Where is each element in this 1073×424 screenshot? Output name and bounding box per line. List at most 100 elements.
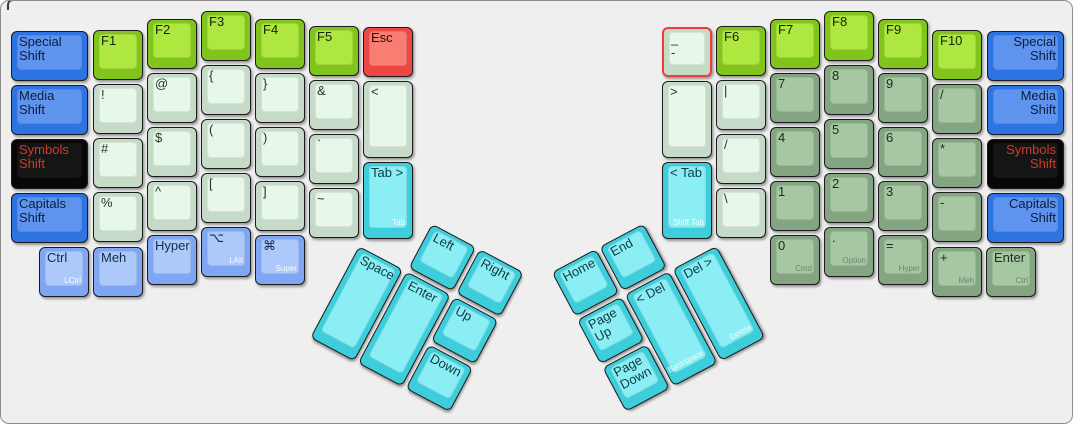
key-pipe[interactable]: |: [716, 80, 766, 130]
key-super[interactable]: ⌘ Super: [255, 235, 305, 285]
key-label: @: [155, 76, 169, 91]
keycap-surface: [884, 23, 922, 58]
key-paren-open[interactable]: (: [201, 119, 251, 169]
key-f3[interactable]: F3: [201, 11, 251, 61]
key-underscore-hyphen[interactable]: _ -: [662, 27, 712, 77]
key-num-9[interactable]: 9: [878, 73, 928, 123]
key-greater-than[interactable]: >: [662, 81, 712, 158]
key-exclamation[interactable]: !: [93, 84, 143, 134]
key-shift-tab[interactable]: < Tab Shift Tab: [662, 162, 712, 239]
key-paren-close[interactable]: ): [255, 127, 305, 177]
keycap-surface: [938, 142, 976, 177]
canvas-corner-notch: [7, 1, 21, 10]
keycap-surface: [153, 239, 191, 274]
key-capitals-shift-left[interactable]: Capitals Shift: [11, 193, 88, 243]
key-label: $: [155, 130, 163, 145]
key-label: Symbols Shift: [1006, 142, 1056, 172]
key-label: /: [724, 137, 728, 152]
key-media-shift-left[interactable]: Media Shift: [11, 85, 88, 135]
key-f1[interactable]: F1: [93, 30, 143, 80]
key-label: F4: [263, 22, 279, 37]
key-label: F10: [940, 33, 963, 48]
key-f6[interactable]: F6: [716, 26, 766, 76]
key-symbols-shift-right[interactable]: Symbols Shift: [987, 139, 1064, 189]
key-tab[interactable]: Tab > Tab: [363, 162, 413, 239]
key-backtick[interactable]: `: [309, 134, 359, 184]
key-brace-open[interactable]: {: [201, 65, 251, 115]
keycap-surface: [261, 23, 299, 58]
keycap-surface: [17, 197, 82, 232]
key-at-sign[interactable]: @: [147, 73, 197, 123]
key-label: F7: [778, 22, 794, 37]
key-label: `: [317, 137, 322, 152]
keycap-surface: [722, 30, 760, 65]
key-backslash[interactable]: \: [716, 188, 766, 238]
key-f5[interactable]: F5: [309, 26, 359, 76]
keycap-surface: [993, 143, 1058, 178]
key-label: 1: [778, 184, 786, 199]
key-asterisk[interactable]: *: [932, 138, 982, 188]
key-f9[interactable]: F9: [878, 19, 928, 69]
key-period[interactable]: . Option: [824, 227, 874, 277]
key-equals[interactable]: = Hyper: [878, 235, 928, 285]
key-lalt[interactable]: ⌥ LAlt: [201, 227, 251, 277]
key-ampersand[interactable]: &: [309, 80, 359, 130]
key-num-0[interactable]: 0 Cmd: [770, 235, 820, 285]
key-label: F6: [724, 29, 740, 44]
key-f8[interactable]: F8: [824, 11, 874, 61]
key-num-6[interactable]: 6: [878, 127, 928, 177]
keycap-surface: [830, 123, 868, 158]
key-percent[interactable]: %: [93, 192, 143, 242]
key-num-2[interactable]: 2: [824, 173, 874, 223]
key-label: 7: [778, 76, 786, 91]
keycap-surface: [99, 142, 137, 177]
key-label: &: [317, 83, 326, 98]
key-plus[interactable]: + Meh: [932, 247, 982, 297]
keycap-surface: [938, 88, 976, 123]
key-num-3[interactable]: 3: [878, 181, 928, 231]
keycap-surface: [668, 166, 706, 228]
key-slash-left[interactable]: /: [716, 134, 766, 184]
key-capitals-shift-right[interactable]: Capitals Shift: [987, 193, 1064, 243]
key-num-4[interactable]: 4: [770, 127, 820, 177]
key-tilde[interactable]: ~: [309, 188, 359, 238]
key-bracket-open[interactable]: [: [201, 173, 251, 223]
key-num-7[interactable]: 7: [770, 73, 820, 123]
key-f7[interactable]: F7: [770, 19, 820, 69]
key-special-shift-left[interactable]: Special Shift: [11, 31, 88, 81]
key-num-5[interactable]: 5: [824, 119, 874, 169]
key-slash-right[interactable]: /: [932, 84, 982, 134]
key-num-8[interactable]: 8: [824, 65, 874, 115]
key-special-shift-right[interactable]: Special Shift: [987, 31, 1064, 81]
key-esc[interactable]: Esc: [363, 27, 413, 77]
key-f2[interactable]: F2: [147, 19, 197, 69]
key-label: F2: [155, 22, 171, 37]
key-media-shift-right[interactable]: Media Shift: [987, 85, 1064, 135]
key-enter-right[interactable]: Enter Ctrl: [986, 247, 1036, 297]
key-symbols-shift-left[interactable]: Symbols Shift: [11, 139, 88, 189]
keycap-surface: [722, 192, 760, 227]
key-f10[interactable]: F10: [932, 30, 982, 80]
key-bracket-close[interactable]: ]: [255, 181, 305, 231]
keycap-surface: [153, 131, 191, 166]
key-brace-close[interactable]: }: [255, 73, 305, 123]
keycap-surface: [993, 35, 1058, 70]
keycap-surface: [207, 177, 245, 212]
key-hyper[interactable]: Hyper: [147, 235, 197, 285]
key-hash[interactable]: #: [93, 138, 143, 188]
key-label: F1: [101, 33, 117, 48]
key-label: (: [209, 122, 214, 137]
key-minus[interactable]: -: [932, 192, 982, 242]
key-label: F9: [886, 22, 902, 37]
key-num-1[interactable]: 1: [770, 181, 820, 231]
key-label: .: [832, 230, 836, 245]
key-caret[interactable]: ^: [147, 181, 197, 231]
key-label: ⌘: [263, 238, 276, 253]
keycap-surface: [830, 15, 868, 50]
key-meh[interactable]: Meh: [93, 247, 143, 297]
key-label: \: [724, 191, 728, 206]
key-lctrl[interactable]: Ctrl LCtrl: [39, 247, 89, 297]
key-dollar[interactable]: $: [147, 127, 197, 177]
key-f4[interactable]: F4: [255, 19, 305, 69]
key-less-than[interactable]: <: [363, 81, 413, 158]
